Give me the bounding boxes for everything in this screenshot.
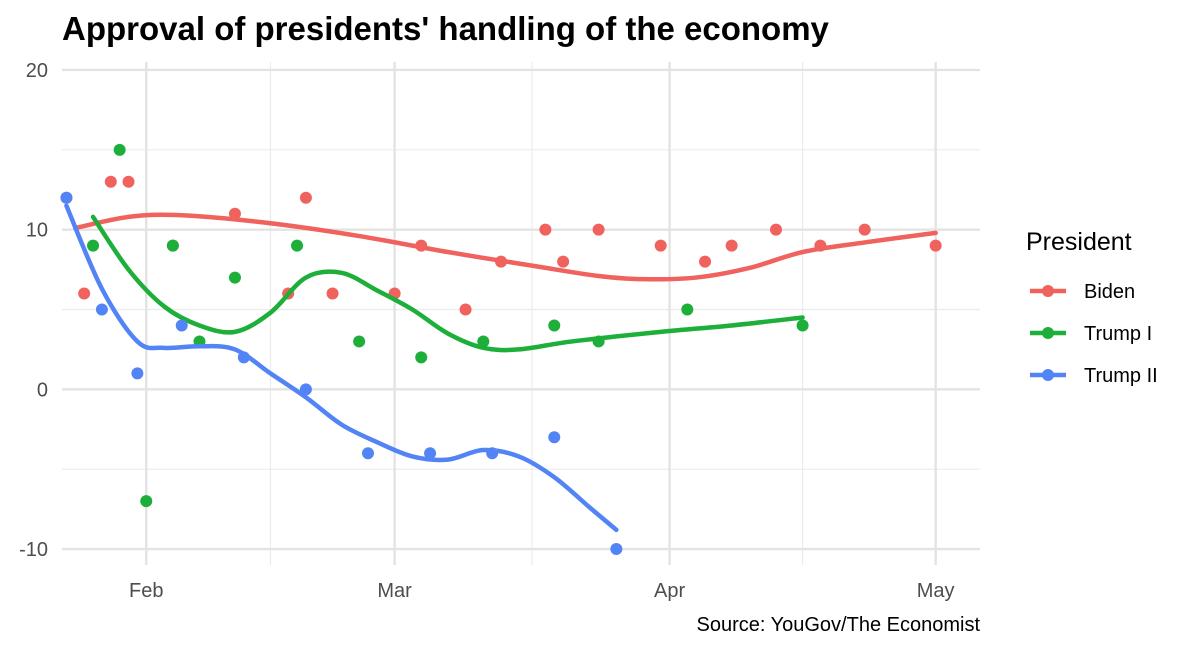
data-point-trump-i: [477, 335, 490, 348]
data-point-biden: [929, 239, 942, 252]
data-point-trump-i: [681, 303, 694, 316]
data-point-trump-i: [548, 319, 561, 332]
x-tick-label: Apr: [654, 580, 685, 602]
data-point-trump-i: [291, 239, 304, 252]
data-point-biden: [459, 303, 472, 316]
y-tick-label: 10: [26, 220, 48, 242]
y-tick-label: 0: [37, 379, 48, 401]
data-point-biden: [299, 191, 312, 204]
data-point-trump-ii: [131, 367, 144, 380]
data-point-trump-ii: [95, 303, 108, 316]
trend-line-biden: [73, 212, 938, 282]
data-point-trump-i: [166, 239, 179, 252]
data-point-biden: [654, 239, 667, 252]
chart-caption: Source: YouGov/The Economist: [696, 614, 981, 636]
chart-title: Approval of presidents' handling of the …: [62, 10, 829, 47]
legend-label-trump-ii: Trump II: [1084, 365, 1158, 387]
data-point-trump-i: [228, 271, 241, 284]
legend-key-point-biden: [1042, 285, 1054, 297]
data-point-biden: [539, 223, 552, 236]
chart-legend: President Biden Trump I Trump II: [1026, 228, 1158, 387]
x-tick-label: Mar: [377, 580, 412, 602]
data-point-biden: [770, 223, 782, 236]
x-tick-label: May: [917, 580, 955, 602]
y-tick-label: 20: [26, 60, 48, 82]
data-point-trump-i: [415, 351, 428, 364]
data-point-trump-ii: [424, 447, 437, 460]
trend-line-trump-i: [90, 214, 805, 353]
y-tick-label: -10: [19, 539, 48, 561]
trend-line-trump-ii: [64, 203, 619, 533]
data-point-trump-ii: [299, 383, 312, 396]
data-point-trump-ii: [60, 191, 73, 204]
data-point-biden: [104, 175, 117, 188]
chart-series: [60, 143, 942, 556]
data-point-biden: [699, 255, 712, 268]
data-point-trump-i: [140, 495, 153, 508]
x-tick-label: Feb: [129, 580, 163, 602]
data-point-trump-i: [353, 335, 366, 348]
data-point-trump-ii: [175, 319, 188, 332]
data-point-trump-i: [87, 239, 100, 252]
data-point-trump-ii: [610, 543, 623, 556]
chart-axes: -10 0 10 20 Feb Mar Apr May: [19, 60, 954, 602]
data-point-biden: [592, 223, 605, 236]
data-point-biden: [122, 175, 135, 188]
legend-key-point-trump-i: [1042, 327, 1054, 339]
legend-label-biden: Biden: [1084, 281, 1135, 303]
legend-key-point-trump-ii: [1042, 369, 1054, 381]
data-point-biden: [78, 287, 91, 300]
legend-label-trump-i: Trump I: [1084, 323, 1152, 345]
data-point-biden: [326, 287, 339, 300]
data-point-trump-ii: [362, 447, 374, 460]
legend-title: President: [1026, 228, 1132, 256]
data-point-trump-ii: [548, 431, 561, 444]
data-point-trump-i: [796, 319, 809, 332]
data-point-trump-i: [113, 143, 126, 156]
data-point-biden: [858, 223, 871, 236]
chart-grid: [62, 62, 980, 565]
data-point-biden: [725, 239, 738, 252]
data-point-biden: [557, 255, 570, 268]
data-point-biden: [228, 207, 241, 220]
